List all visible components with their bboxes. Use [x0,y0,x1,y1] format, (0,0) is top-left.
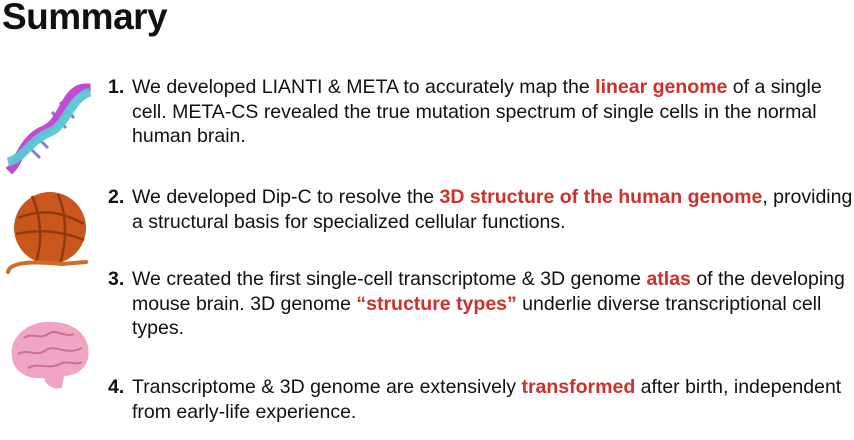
item-text: We developed Dip-C to resolve the 3D str… [132,185,853,234]
item-number: 3. [108,268,125,290]
text-segment: of a single cell. META-CS revealed the t… [132,76,822,147]
item-number: 2. [108,186,125,208]
summary-item-3: 3. We created the first single-cell tran… [108,267,853,341]
text-segment: We created the first single-cell transcr… [132,268,647,290]
summary-item-1: 1. We developed LIANTI & META to accurat… [108,75,853,149]
item-text: We developed LIANTI & META to accurately… [132,75,853,149]
summary-item-4: 4. Transcriptome & 3D genome are extensi… [108,375,853,424]
highlighted-text: atlas [646,268,691,290]
yarn-ball-icon [6,192,88,274]
text-segment: We developed LIANTI & META to accurately… [132,76,596,98]
highlighted-text: linear genome [595,76,728,98]
item-text: Transcriptome & 3D genome are extensivel… [132,375,853,424]
text-segment: We developed Dip-C to resolve the [132,186,440,208]
text-segment: Transcriptome & 3D genome are extensivel… [132,376,522,398]
dna-icon [5,83,92,174]
slide-title: Summary [2,0,168,37]
text-segment: of the developing mouse brain. 3D genome [132,268,845,315]
item-number: 4. [108,376,125,398]
item-text: We created the first single-cell transcr… [132,267,853,341]
text-segment: , providing a structural basis for speci… [132,186,853,233]
highlighted-text: transformed [521,376,636,398]
brain-icon [11,321,89,389]
highlighted-text: 3D structure of the human genome [439,186,763,208]
text-segment: after birth, independent from early-life… [132,376,842,423]
item-number: 1. [108,76,125,98]
summary-item-2: 2. We developed Dip-C to resolve the 3D … [108,185,853,234]
highlighted-text: “structure types” [356,292,517,315]
text-segment: underlie diverse transcriptional cell ty… [132,292,822,340]
